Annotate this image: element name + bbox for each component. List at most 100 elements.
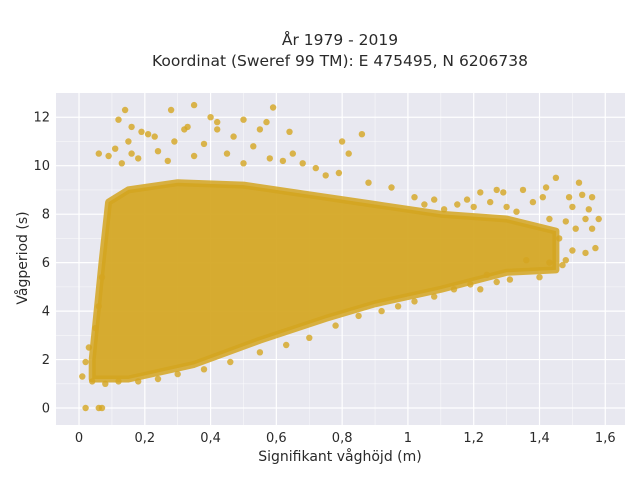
- data-point: [151, 133, 158, 140]
- data-point: [167, 106, 175, 114]
- data-point: [483, 271, 491, 278]
- x-axis-ticks: 0 0,2 0,4 0,6 0,8 1 1,2 1,4 1,6: [75, 431, 616, 446]
- data-point: [214, 118, 221, 126]
- data-point: [171, 138, 178, 145]
- data-point: [135, 378, 142, 385]
- data-point: [572, 225, 579, 232]
- data-point: [365, 179, 372, 186]
- data-point: [95, 303, 103, 310]
- data-point: [562, 257, 569, 264]
- data-point: [89, 378, 96, 385]
- data-point: [556, 235, 563, 242]
- x-tick-label: 0,6: [266, 431, 287, 446]
- data-point: [299, 160, 306, 167]
- data-point: [227, 358, 234, 366]
- data-point: [92, 324, 99, 332]
- x-tick-label: 0,2: [134, 431, 155, 446]
- data-point: [569, 203, 576, 211]
- data-point: [358, 131, 366, 138]
- x-tick-label: 1,2: [463, 431, 484, 446]
- data-point: [477, 189, 484, 196]
- data-point: [579, 191, 586, 198]
- chart-subtitle: Koordinat (Sweref 99 TM): E 475495, N 62…: [152, 52, 528, 70]
- data-point: [519, 186, 527, 194]
- data-point: [463, 196, 471, 203]
- data-point: [256, 126, 264, 133]
- data-point: [493, 278, 500, 286]
- data-point: [135, 155, 142, 162]
- data-point: [190, 101, 198, 109]
- data-point: [431, 293, 438, 300]
- data-point: [536, 274, 543, 281]
- data-point: [174, 370, 181, 378]
- data-point: [164, 157, 171, 165]
- data-point: [95, 150, 103, 157]
- data-point: [256, 349, 264, 356]
- data-point: [411, 298, 418, 305]
- data-point: [230, 133, 237, 140]
- y-tick-label: 4: [42, 305, 50, 320]
- data-point: [493, 186, 500, 194]
- data-point: [421, 201, 428, 208]
- data-point: [588, 225, 596, 232]
- data-point: [523, 257, 530, 264]
- data-point: [98, 274, 106, 281]
- data-point: [513, 208, 520, 215]
- data-point: [82, 358, 89, 366]
- y-tick-label: 8: [42, 208, 50, 223]
- data-point: [592, 244, 599, 252]
- data-point: [411, 194, 418, 201]
- data-point: [582, 249, 589, 257]
- data-point: [214, 126, 221, 133]
- data-point: [128, 150, 135, 157]
- data-point: [440, 206, 448, 213]
- data-point: [154, 375, 162, 383]
- x-tick-label: 1,4: [529, 431, 550, 446]
- data-point: [542, 184, 550, 191]
- data-point: [595, 215, 602, 223]
- data-point: [345, 150, 352, 157]
- y-tick-label: 6: [42, 256, 50, 271]
- y-tick-label: 0: [42, 402, 50, 417]
- data-point: [283, 341, 290, 349]
- data-point: [378, 307, 385, 315]
- data-point: [121, 106, 129, 114]
- data-point: [582, 215, 589, 223]
- x-axis-title: Signifikant våghöjd (m): [258, 448, 421, 465]
- x-tick-label: 0,4: [200, 431, 221, 446]
- data-point: [562, 218, 569, 225]
- y-tick-label: 2: [42, 353, 50, 368]
- data-point: [338, 138, 346, 145]
- dense-point-cloud: [88, 179, 560, 383]
- data-point: [289, 150, 296, 157]
- y-tick-label: 12: [33, 111, 50, 126]
- data-point: [279, 157, 287, 165]
- data-point: [190, 152, 198, 160]
- data-point: [487, 198, 494, 206]
- data-point: [82, 404, 89, 412]
- data-point: [546, 215, 553, 223]
- data-point: [269, 104, 277, 111]
- y-axis-title: Vågperiod (s): [14, 211, 31, 304]
- data-point: [105, 152, 112, 160]
- data-point: [266, 155, 273, 162]
- data-point: [335, 169, 343, 177]
- data-point: [450, 286, 458, 293]
- data-point: [431, 196, 438, 203]
- data-point: [98, 404, 106, 412]
- data-point: [529, 198, 537, 206]
- data-points: [79, 101, 602, 412]
- data-point: [394, 303, 402, 310]
- data-point: [503, 203, 510, 211]
- data-point: [306, 334, 313, 341]
- data-point: [388, 184, 395, 191]
- data-point: [128, 123, 135, 131]
- y-axis-ticks: 0 2 4 6 8 10 12: [33, 111, 50, 417]
- data-point: [115, 378, 122, 385]
- chart-title: År 1979 - 2019: [282, 30, 398, 49]
- data-point: [112, 145, 119, 152]
- data-point: [207, 114, 214, 121]
- data-point: [181, 126, 188, 133]
- data-point: [118, 160, 126, 167]
